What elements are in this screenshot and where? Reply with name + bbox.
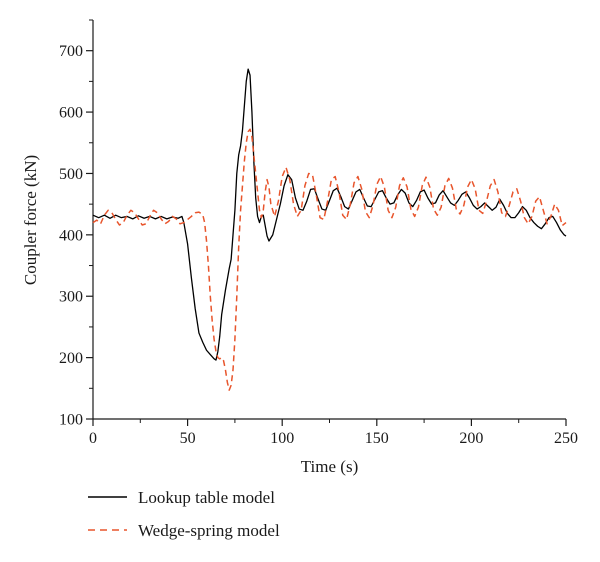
- y-tick-label: 300: [59, 289, 83, 306]
- x-ticks: 0 50 100 150 200 250: [89, 419, 578, 447]
- series-layer: [92, 68, 567, 391]
- y-axis-title: Coupler force (kN): [21, 155, 40, 285]
- x-axis-title: Time (s): [301, 457, 358, 476]
- y-ticks: 100 200 300 400 500 600 700: [59, 19, 93, 429]
- y-tick-label: 600: [59, 105, 83, 122]
- y-tick-label: 100: [59, 412, 83, 429]
- x-tick-label: 200: [459, 430, 483, 447]
- y-tick-label: 700: [59, 43, 83, 60]
- x-tick-label: 150: [365, 430, 389, 447]
- legend-label-lookup-table: Lookup table model: [138, 488, 275, 507]
- y-tick-label: 400: [59, 227, 83, 244]
- y-tick-label: 500: [59, 166, 83, 183]
- series-line-wedge-spring: [92, 128, 567, 391]
- axes: 100 200 300 400 500 600 700 0 50 100 150 200 250: [59, 19, 578, 447]
- x-tick-label: 0: [89, 430, 97, 447]
- x-tick-label: 50: [180, 430, 196, 447]
- x-tick-label: 100: [270, 430, 294, 447]
- legend: Lookup table model Wedge-spring model: [88, 488, 280, 540]
- y-tick-label: 200: [59, 350, 83, 367]
- x-tick-label: 250: [554, 430, 578, 447]
- legend-label-wedge-spring: Wedge-spring model: [138, 521, 280, 540]
- series-line-lookup-table: [92, 68, 567, 361]
